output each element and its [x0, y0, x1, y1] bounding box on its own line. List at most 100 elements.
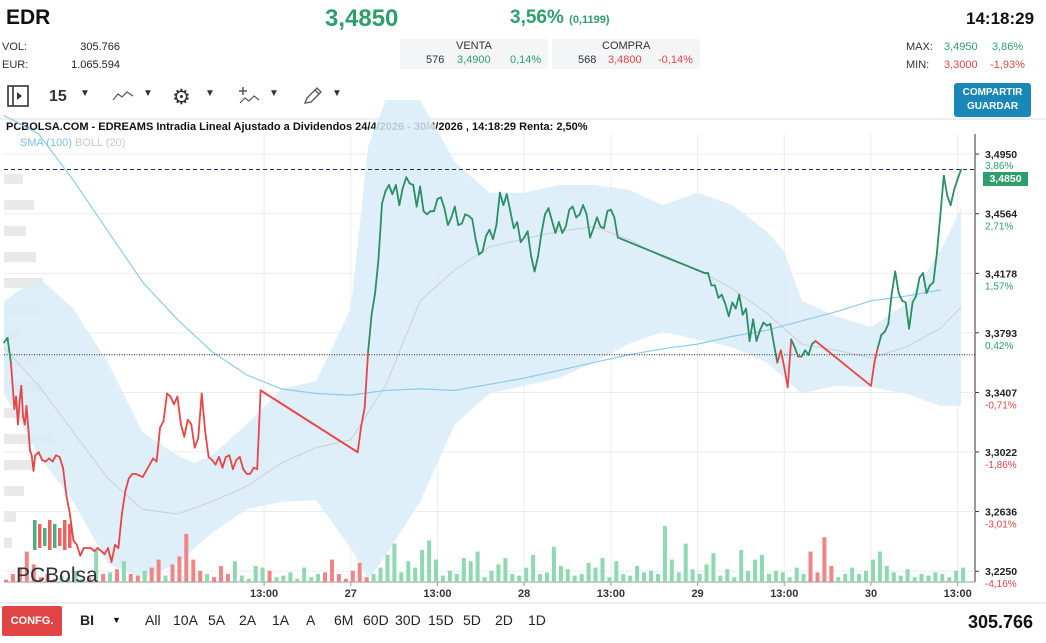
price-segment — [779, 349, 786, 369]
range-button-5a[interactable]: 5A — [208, 612, 226, 628]
price-segment — [939, 174, 945, 217]
venta-qty: 576 — [426, 54, 445, 66]
price-segment — [502, 193, 508, 207]
volume-profile-bar — [4, 226, 26, 236]
price-segment — [190, 423, 196, 449]
chevron-down-icon[interactable]: ▼ — [112, 615, 121, 625]
price-segment — [162, 392, 168, 423]
price-segment — [616, 236, 706, 274]
volume-bar — [177, 556, 182, 582]
share-save-button[interactable]: COMPARTIR GUARDAR — [954, 83, 1031, 117]
gear-icon[interactable]: ⚙ — [172, 86, 191, 109]
line-chart-type-icon[interactable] — [112, 88, 134, 104]
volume-bar — [732, 577, 737, 582]
chevron-down-icon[interactable]: ▼ — [143, 88, 153, 99]
price-segment — [786, 338, 793, 389]
range-button-1a[interactable]: 1A — [272, 612, 290, 628]
volume-bar — [635, 566, 640, 582]
volume-bar — [232, 561, 237, 582]
price-segment — [773, 343, 779, 364]
price-segment — [204, 429, 210, 458]
indicators-icon[interactable] — [238, 86, 260, 106]
price-segment — [800, 349, 806, 358]
volume-bar — [440, 575, 445, 582]
y-tick-pct: -0,71% — [985, 400, 1017, 411]
range-button-a[interactable]: A — [306, 612, 316, 628]
volume-bar — [926, 575, 931, 582]
pencil-draw-icon[interactable] — [302, 86, 324, 106]
volume-bar — [52, 578, 57, 582]
volume-profile-bar — [4, 460, 33, 470]
interval-select[interactable]: 15 — [49, 88, 67, 105]
volume-bar — [73, 570, 78, 582]
price-segment — [32, 454, 37, 472]
range-button-5d[interactable]: 5D — [463, 612, 481, 628]
mode-select[interactable]: BI — [80, 612, 94, 628]
watermark-candle — [48, 520, 52, 550]
price-segment — [37, 451, 43, 461]
price-segment — [592, 216, 598, 230]
compra-label: COMPRA — [602, 40, 651, 52]
price-segment — [540, 213, 546, 234]
volume-bar — [121, 561, 126, 582]
price-segment — [367, 313, 373, 353]
range-button-30d[interactable]: 30D — [395, 612, 421, 628]
price-segment — [870, 361, 876, 387]
volume-bar — [302, 567, 307, 582]
panel-toggle-icon[interactable] — [6, 84, 30, 108]
price-segment — [949, 188, 956, 207]
price-segment — [249, 466, 255, 475]
price-segment — [558, 221, 564, 234]
volume-bar — [288, 572, 293, 582]
volume-bar — [364, 577, 369, 582]
chevron-down-icon[interactable]: ▼ — [80, 88, 90, 99]
save-label: GUARDAR — [966, 101, 1019, 112]
price-segment — [790, 338, 796, 349]
config-button[interactable]: CONFG. — [2, 606, 62, 636]
volume-bar — [253, 566, 258, 582]
price-segment — [238, 455, 245, 471]
current-price-tag: 3,4850 — [983, 172, 1028, 186]
volume-bar — [454, 574, 459, 582]
volume-bar — [212, 577, 217, 582]
price-segment — [228, 454, 234, 471]
volume-bar — [586, 562, 591, 582]
x-tick-label: 29 — [691, 588, 703, 600]
price-segment — [169, 395, 175, 406]
volume-bar — [24, 551, 29, 582]
chevron-down-icon[interactable]: ▼ — [205, 88, 215, 99]
x-tick-label: 13:00 — [250, 588, 278, 600]
range-button-15d[interactable]: 15D — [428, 612, 454, 628]
price-segment — [186, 418, 193, 426]
range-button-1d[interactable]: 1D — [528, 612, 546, 628]
price-segment — [956, 168, 962, 180]
chevron-down-icon[interactable]: ▼ — [269, 88, 279, 99]
volume-bar — [787, 577, 792, 582]
volume-bar — [773, 570, 778, 582]
chevron-down-icon[interactable]: ▼ — [332, 88, 342, 99]
volume-bar — [482, 577, 487, 582]
price-segment — [904, 301, 910, 330]
volume-bar — [31, 564, 36, 582]
volume-bar — [447, 570, 452, 582]
range-button-all[interactable]: All — [145, 612, 161, 628]
volume-bar — [323, 572, 327, 582]
price-segment — [381, 190, 387, 205]
volume-bar — [184, 534, 189, 582]
watermark-candle — [58, 528, 62, 546]
volume-bar — [406, 561, 411, 582]
volume-bar — [683, 543, 688, 582]
volume-bar — [475, 551, 480, 582]
range-button-2a[interactable]: 2A — [239, 612, 257, 628]
price-segment — [360, 406, 366, 427]
range-button-2d[interactable]: 2D — [495, 612, 513, 628]
price-segment — [776, 349, 782, 364]
range-button-60d[interactable]: 60D — [363, 612, 389, 628]
price-segment — [419, 185, 425, 213]
range-button-10a[interactable]: 10A — [173, 612, 198, 628]
price-segment — [894, 270, 900, 295]
price-segment — [200, 392, 207, 432]
range-button-6m[interactable]: 6M — [334, 612, 354, 628]
volume-bar — [739, 550, 744, 582]
